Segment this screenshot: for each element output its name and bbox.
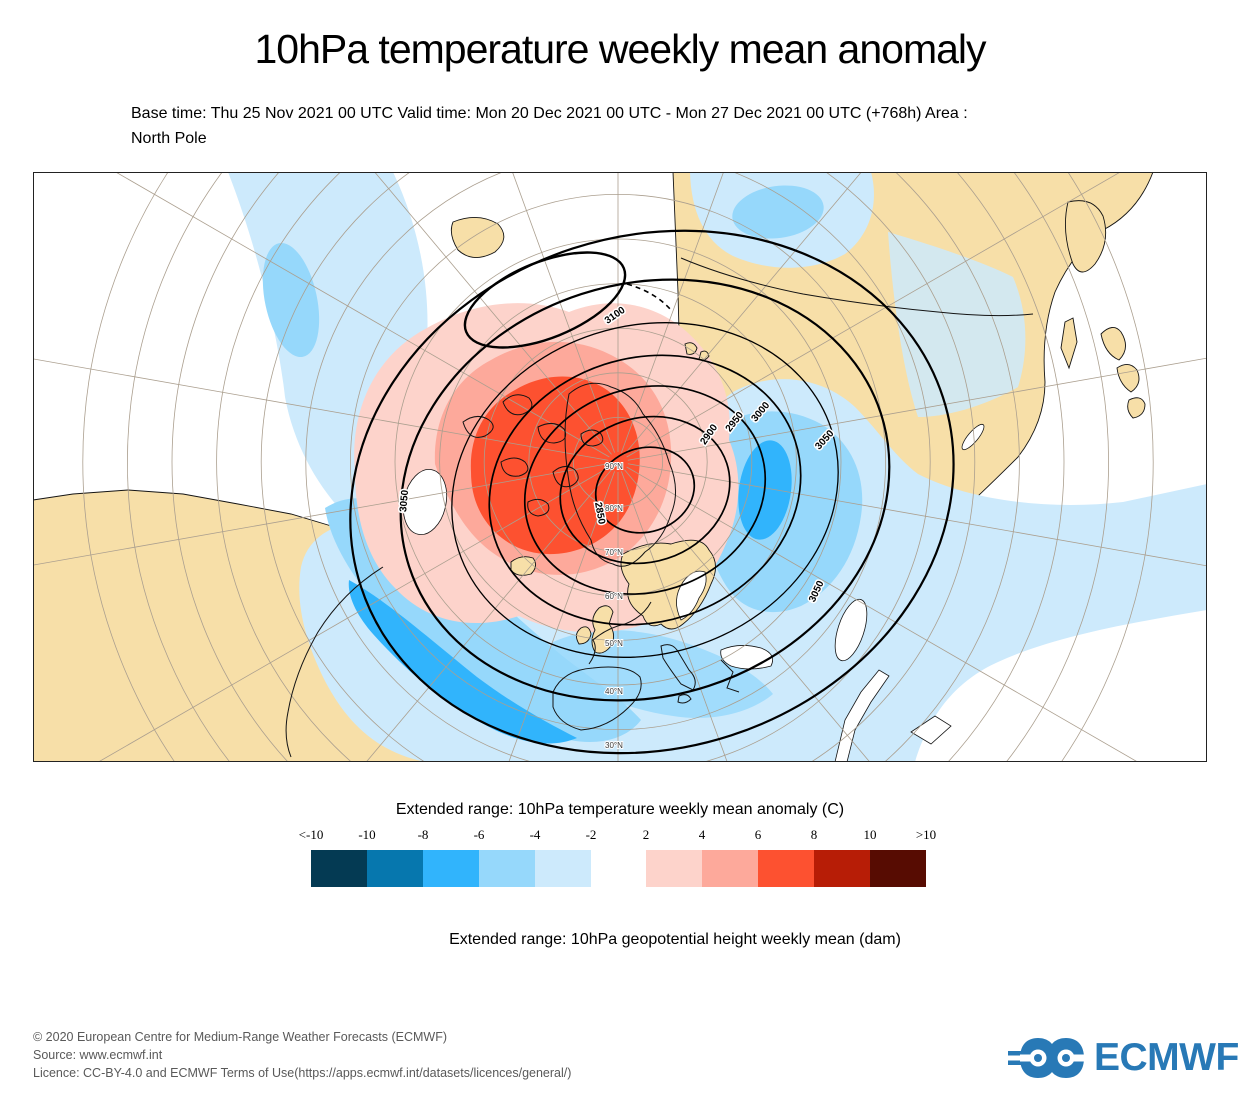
- ecmwf-logo: ECMWF: [1008, 1036, 1239, 1080]
- footer-source: Source: www.ecmwf.int: [33, 1048, 163, 1062]
- coastlines-overlay: [285, 257, 1034, 758]
- coast-greenland: [564, 382, 676, 567]
- coast-arctic-islands: [462, 394, 604, 517]
- coast-greece: [720, 659, 740, 693]
- footer-copyright: © 2020 European Centre for Medium-Range …: [33, 1030, 448, 1044]
- legend-swatch-red: [758, 850, 814, 887]
- legend-swatch-blue: [479, 850, 535, 887]
- contour-3050: [399, 278, 891, 702]
- legend-swatch-blue: [367, 850, 423, 887]
- coast-iberia: [552, 666, 642, 731]
- contour-2950: [523, 385, 767, 595]
- footer: © 2020 European Centre for Medium-Range …: [33, 1028, 571, 1082]
- cold-anomaly-medium-east-siberia: [732, 185, 824, 239]
- contour-dashed-segment: [626, 283, 672, 311]
- subtitle-line1: Base time: Thu 25 Nov 2021 00 UTC Valid …: [131, 105, 968, 122]
- weather-map: 2850 2900 2950 3000 3050 3050 3050 3100 …: [33, 172, 1207, 762]
- lakes-seas: [402, 423, 985, 762]
- footer-licence: Licence: CC-BY-4.0 and ECMWF Terms of Us…: [33, 1066, 572, 1080]
- legend-tick: <-10: [298, 827, 324, 842]
- legend-swatch-red: [702, 850, 758, 887]
- page-title: 10hPa temperature weekly mean anomaly: [254, 26, 986, 72]
- lat-label-50n: 50°N: [605, 639, 623, 648]
- land-great-britain: [591, 605, 614, 654]
- persian-gulf: [910, 715, 952, 745]
- land-sakhalin: [1060, 317, 1078, 370]
- legend-tick: -2: [585, 827, 597, 842]
- coast-siberia-arctic: [680, 257, 1034, 317]
- legend-swatch-red: [646, 850, 702, 887]
- contour-3100-outer: [349, 229, 955, 755]
- coast-france-channel: [588, 601, 652, 665]
- subtitle-line2: North Pole: [131, 130, 207, 147]
- legend-swatch-blue: [423, 850, 479, 887]
- lat-label-60n: 60°N: [605, 592, 623, 601]
- cold-anomaly-core-atlantic: [348, 580, 577, 744]
- cold-anomaly-medium-pacific: [262, 243, 320, 357]
- graticule: [33, 172, 1207, 762]
- contour-3025: [451, 322, 839, 658]
- cold-anomaly-medium-europe: [550, 630, 773, 718]
- contour-label-3050-west: 3050: [398, 489, 411, 513]
- legend-tick: -4: [529, 827, 541, 842]
- contour-3000: [488, 354, 802, 626]
- legend-tick: -10: [358, 827, 376, 842]
- warm-anomaly-core: [470, 376, 640, 555]
- lake-baikal: [961, 423, 985, 451]
- land-chukotka: [450, 217, 505, 258]
- legend-swatch-blue: [311, 850, 367, 887]
- legend-tick: 10: [863, 827, 877, 842]
- map-frame: [33, 172, 1207, 762]
- contour-2900: [559, 415, 731, 565]
- baltic-sea: [676, 570, 707, 621]
- legend-swatch-red: [870, 850, 926, 887]
- legend-tick: 2: [642, 827, 650, 842]
- cold-anomaly-siberia-band: [888, 232, 1026, 417]
- ecmwf-logo-text: ECMWF: [1094, 1036, 1239, 1079]
- geopotential-contours: [349, 229, 955, 755]
- legend-tick: 4: [698, 827, 706, 842]
- land-ireland: [576, 626, 592, 645]
- lat-label-90n: 90°N: [605, 462, 623, 471]
- caspian-sea: [834, 598, 868, 662]
- legend-title: Extended range: 10hPa temperature weekly…: [395, 801, 845, 818]
- red-sea: [834, 669, 890, 762]
- coast-na-east: [285, 566, 384, 758]
- land-iceland: [510, 556, 536, 576]
- lat-label-70n: 70°N: [605, 548, 623, 557]
- ecmwf-logo-icon: [1008, 1038, 1086, 1078]
- contour-2850: [594, 446, 696, 534]
- land-kamchatka: [1064, 200, 1107, 273]
- legend-tick: >10: [915, 827, 937, 842]
- legend-tick: 8: [810, 827, 818, 842]
- lat-label-80n: 80°N: [605, 504, 623, 513]
- contour-3100-closed: [463, 251, 627, 349]
- legend-swatch-blue: [535, 850, 591, 887]
- subtitle: Base time: Thu 25 Nov 2021 00 UTC Valid …: [131, 101, 1151, 151]
- legend-tick: 6: [754, 827, 762, 842]
- coast-italy: [660, 644, 696, 704]
- lat-label-40n: 40°N: [605, 687, 623, 696]
- legend-swatch-red: [814, 850, 870, 887]
- legend-tick: -8: [417, 827, 429, 842]
- legend-tick: -6: [473, 827, 485, 842]
- lat-label-30n: 30°N: [605, 741, 623, 750]
- legend-subtitle: Extended range: 10hPa geopotential heigh…: [449, 931, 901, 948]
- latitude-labels: 90°N 80°N 70°N 60°N 50°N 40°N 30°N: [604, 461, 624, 751]
